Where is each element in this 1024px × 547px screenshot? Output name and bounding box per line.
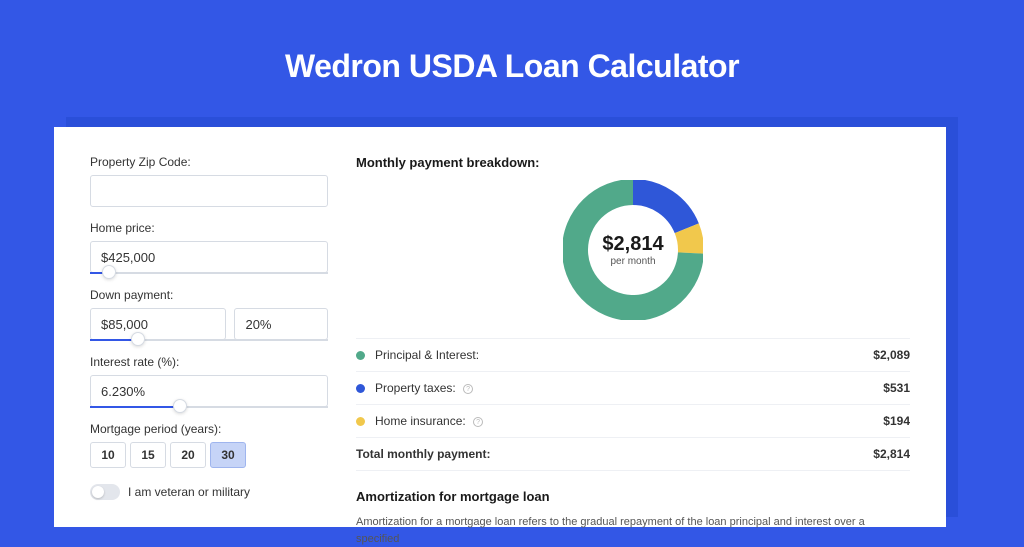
calculator-panel-shadow: Property Zip Code: Home price: Down paym… [66,117,958,517]
legend-total-row: Total monthly payment:$2,814 [356,438,910,471]
info-icon[interactable]: ? [463,384,473,394]
legend-label: Principal & Interest: [375,348,873,362]
veteran-label: I am veteran or military [128,485,250,499]
rate-input[interactable] [90,375,328,407]
legend-dot [356,351,365,360]
donut-chart: $2,814 per month [356,180,910,320]
legend-total-value: $2,814 [873,447,910,461]
info-icon[interactable]: ? [473,417,483,427]
down-slider-thumb[interactable] [131,332,145,346]
legend-label: Home insurance: ? [375,414,883,428]
down-label: Down payment: [90,288,328,302]
zip-field: Property Zip Code: [90,155,328,207]
price-label: Home price: [90,221,328,235]
results-column: Monthly payment breakdown: $2,814 per mo… [356,155,910,499]
legend-value: $2,089 [873,348,910,362]
price-input[interactable] [90,241,328,273]
period-field: Mortgage period (years): 10152030 [90,422,328,468]
zip-label: Property Zip Code: [90,155,328,169]
form-column: Property Zip Code: Home price: Down paym… [90,155,328,499]
period-button-30[interactable]: 30 [210,442,246,468]
legend-row: Home insurance: ?$194 [356,405,910,438]
rate-label: Interest rate (%): [90,355,328,369]
amort-text: Amortization for a mortgage loan refers … [356,514,910,547]
zip-input[interactable] [90,175,328,207]
veteran-row: I am veteran or military [90,484,328,500]
amortization-section: Amortization for mortgage loan Amortizat… [356,489,910,547]
donut-total: $2,814 [602,233,663,256]
rate-slider-thumb[interactable] [173,399,187,413]
rate-slider[interactable] [90,406,328,408]
down-pct-input[interactable] [234,308,328,340]
price-slider-thumb[interactable] [102,265,116,279]
legend-label: Property taxes: ? [375,381,883,395]
period-buttons: 10152030 [90,442,328,468]
donut-center: $2,814 per month [602,233,663,267]
donut-sub: per month [602,256,663,267]
legend-row: Property taxes: ?$531 [356,372,910,405]
veteran-toggle[interactable] [90,484,120,500]
period-button-20[interactable]: 20 [170,442,206,468]
breakdown-title: Monthly payment breakdown: [356,155,910,170]
calculator-panel: Property Zip Code: Home price: Down paym… [54,127,946,527]
period-label: Mortgage period (years): [90,422,328,436]
price-slider[interactable] [90,272,328,274]
down-slider[interactable] [90,339,328,341]
rate-field: Interest rate (%): [90,355,328,408]
legend-value: $531 [883,381,910,395]
down-amount-input[interactable] [90,308,226,340]
price-field: Home price: [90,221,328,274]
legend-row: Principal & Interest:$2,089 [356,339,910,372]
down-field: Down payment: [90,288,328,341]
legend-dot [356,417,365,426]
period-button-10[interactable]: 10 [90,442,126,468]
page-title: Wedron USDA Loan Calculator [0,48,1024,85]
legend-dot [356,384,365,393]
legend: Principal & Interest:$2,089Property taxe… [356,338,910,471]
period-button-15[interactable]: 15 [130,442,166,468]
legend-total-label: Total monthly payment: [356,447,873,461]
legend-value: $194 [883,414,910,428]
amort-title: Amortization for mortgage loan [356,489,910,504]
